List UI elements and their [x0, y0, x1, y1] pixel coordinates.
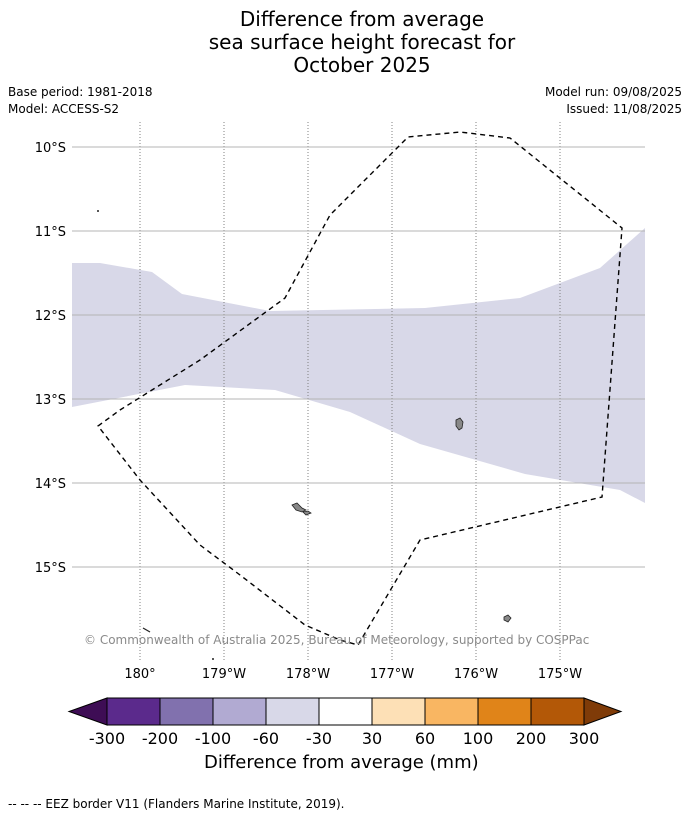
- issued-text: Issued: 11/08/2025: [566, 102, 682, 116]
- colorbar-tick-label: 30: [362, 729, 382, 748]
- colorbar-tick-label: 60: [415, 729, 435, 748]
- colorbar-bin-4: [265, 697, 320, 726]
- map-panel: 10°S 11°S 12°S 13°S 14°S 15°S 180° 179°W…: [35, 122, 645, 682]
- lat-label-13s: 13°S: [35, 393, 66, 408]
- model-run-text: Model run: 09/08/2025: [544, 85, 682, 99]
- lat-label-12s: 12°S: [35, 309, 66, 324]
- lat-label-11s: 11°S: [35, 225, 66, 240]
- title-line-1: Difference from average: [239, 7, 485, 31]
- lat-label-14s: 14°S: [35, 477, 66, 492]
- islet-northwest: [97, 210, 99, 212]
- colorbar-tick-label: 300: [569, 729, 600, 748]
- colorbar-high-extend: [583, 697, 623, 726]
- islet-south: [212, 658, 214, 660]
- colorbar-title: Difference from average (mm): [204, 752, 479, 773]
- island-niuafoou-north: [455, 417, 464, 431]
- anomaly-band: [72, 228, 645, 503]
- colorbar-bin-1: [106, 697, 161, 726]
- lat-gridlines: [72, 146, 645, 568]
- lon-label-180: 180°: [124, 667, 155, 682]
- lon-label-175w: 175°W: [538, 667, 582, 682]
- eez-border: [97, 131, 623, 646]
- island-wallis-group-a: [291, 502, 307, 513]
- model-text: Model: ACCESS-S2: [8, 102, 120, 116]
- colorbar-bin-2: [159, 697, 214, 726]
- colorbar-tick-label: 200: [516, 729, 547, 748]
- colorbar-bin-3: [212, 697, 267, 726]
- info-left: Base period: 1981-2018 Model: ACCESS-S2: [8, 84, 153, 118]
- colorbar-low-extend: [67, 697, 108, 726]
- lon-label-176w: 176°W: [454, 667, 498, 682]
- base-period-text: Base period: 1981-2018: [8, 85, 153, 99]
- info-right: Model run: 09/08/2025 Issued: 11/08/2025: [545, 84, 682, 118]
- lon-label-178w: 178°W: [286, 667, 330, 682]
- lat-label-10s: 10°S: [35, 141, 66, 156]
- colorbar-tick-label: -300: [89, 729, 125, 748]
- title-line-2: sea surface height forecast for: [208, 30, 516, 54]
- eez-legend-text: -- -- -- EEZ border V11 (Flanders Marine…: [8, 797, 345, 811]
- colorbar-tick-label: -30: [306, 729, 332, 748]
- lon-label-179w: 179°W: [202, 667, 246, 682]
- title-line-3: October 2025: [293, 53, 431, 77]
- colorbar-bin-8: [477, 697, 532, 726]
- colorbar-tick-label: -60: [253, 729, 279, 748]
- lat-label-15s: 15°S: [35, 561, 66, 576]
- colorbar-tick-label: -200: [142, 729, 178, 748]
- chart-title: Difference from average sea surface heig…: [0, 8, 690, 77]
- colorbar-tick-label: -100: [195, 729, 231, 748]
- lon-label-177w: 177°W: [370, 667, 414, 682]
- colorbar-tick-label: 100: [463, 729, 494, 748]
- copyright-text: © Commonwealth of Australia 2025, Bureau…: [84, 633, 590, 647]
- islet-southwest: [142, 627, 151, 633]
- island-wallis-group-b: [302, 510, 312, 516]
- colorbar-bin-7: [424, 697, 479, 726]
- island-southeast: [503, 614, 512, 623]
- colorbar-bin-6: [371, 697, 426, 726]
- colorbar-bin-5: [318, 697, 373, 726]
- colorbar-bin-9: [530, 697, 585, 726]
